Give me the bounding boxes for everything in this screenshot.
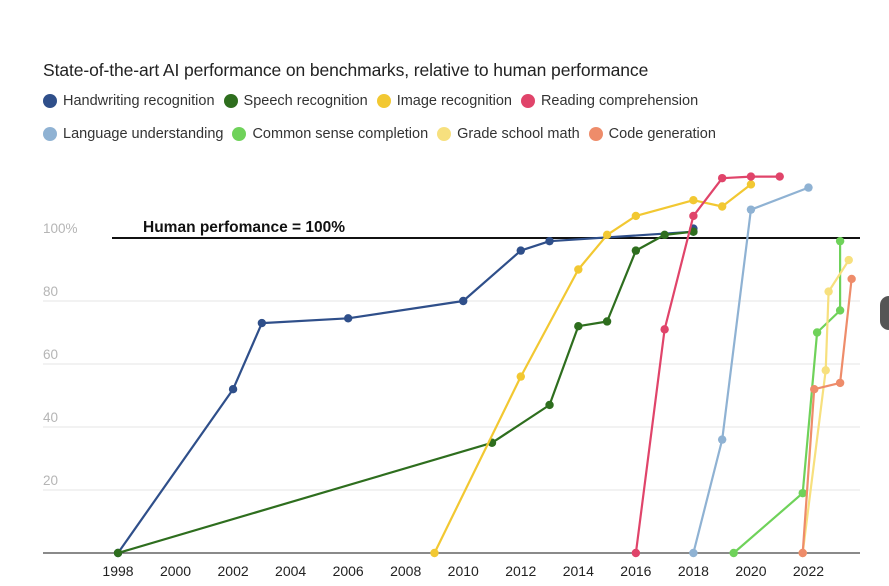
data-point bbox=[689, 227, 698, 236]
legend-label: Handwriting recognition bbox=[63, 93, 215, 109]
y-tick-label: 100% bbox=[43, 221, 78, 236]
legend-swatch bbox=[232, 127, 247, 141]
data-point bbox=[847, 274, 856, 284]
series-line-1 bbox=[117, 230, 694, 555]
data-point bbox=[689, 211, 698, 221]
legend-swatch bbox=[223, 94, 238, 108]
series-line-7 bbox=[801, 278, 853, 554]
data-point bbox=[631, 211, 641, 221]
data-point bbox=[746, 172, 756, 181]
data-point bbox=[689, 548, 698, 558]
data-point bbox=[812, 328, 822, 337]
x-tick-label: 2018 bbox=[678, 563, 709, 579]
y-tick-label: 60 bbox=[43, 347, 58, 362]
legend-label: Common sense completion bbox=[252, 126, 429, 142]
legend-item-reading[interactable]: Reading comprehension bbox=[520, 93, 699, 109]
y-tick-label: 20 bbox=[43, 473, 58, 488]
x-tick-label: 2002 bbox=[218, 563, 249, 579]
data-point bbox=[746, 180, 756, 189]
legend-label: Grade school math bbox=[457, 126, 580, 142]
legend-swatch bbox=[43, 94, 57, 108]
data-point bbox=[343, 314, 353, 323]
data-point bbox=[804, 183, 813, 192]
legend-swatch bbox=[437, 127, 452, 141]
data-point bbox=[798, 548, 807, 558]
data-point bbox=[516, 246, 525, 255]
x-tick-label: 2008 bbox=[390, 563, 421, 579]
legend-row-2: Language understanding Common sense comp… bbox=[43, 126, 725, 142]
data-point bbox=[835, 378, 845, 388]
data-point bbox=[821, 366, 830, 375]
data-point bbox=[775, 172, 784, 181]
legend-swatch bbox=[43, 127, 57, 141]
data-point bbox=[631, 246, 641, 255]
data-point bbox=[257, 318, 267, 328]
legend-label: Reading comprehension bbox=[540, 93, 699, 109]
data-point bbox=[717, 173, 727, 183]
x-tick-label: 2004 bbox=[275, 563, 306, 579]
data-point bbox=[430, 548, 439, 558]
legend-label: Image recognition bbox=[396, 93, 512, 109]
data-point bbox=[835, 306, 845, 315]
data-point bbox=[228, 385, 238, 394]
legend-row-1: Handwriting recognition Speech recogniti… bbox=[43, 93, 707, 109]
human-performance-label: Human perfomance = 100% bbox=[143, 219, 345, 236]
series-line-5 bbox=[732, 241, 842, 554]
data-point bbox=[835, 236, 845, 246]
x-tick-label: 2022 bbox=[793, 563, 824, 579]
data-point bbox=[798, 488, 807, 498]
series-line-3 bbox=[634, 175, 780, 554]
legend-swatch bbox=[376, 94, 391, 108]
scroll-handle[interactable] bbox=[880, 296, 889, 330]
series-line-4 bbox=[692, 186, 809, 554]
series-line-2 bbox=[433, 183, 752, 554]
data-point bbox=[746, 205, 756, 214]
data-point bbox=[631, 548, 641, 558]
legend-swatch bbox=[520, 94, 535, 108]
data-point bbox=[717, 202, 727, 211]
data-point bbox=[729, 548, 738, 558]
data-point bbox=[844, 255, 853, 265]
y-tick-label: 40 bbox=[43, 410, 58, 425]
data-point bbox=[717, 435, 727, 444]
x-tick-label: 2010 bbox=[448, 563, 479, 579]
data-point bbox=[602, 230, 612, 240]
data-point bbox=[810, 385, 819, 394]
legend-label: Code generation bbox=[608, 126, 716, 142]
data-point bbox=[574, 322, 583, 331]
legend-item-speech[interactable]: Speech recognition bbox=[223, 93, 368, 109]
data-point bbox=[545, 236, 554, 246]
legend-item-code[interactable]: Code generation bbox=[588, 126, 716, 142]
x-tick-label: 2000 bbox=[160, 563, 191, 579]
x-tick-label: 2016 bbox=[620, 563, 651, 579]
x-tick-label: 2014 bbox=[563, 563, 594, 579]
x-tick-label: 2006 bbox=[333, 563, 364, 579]
series-line-0 bbox=[117, 228, 695, 554]
data-point bbox=[824, 287, 833, 296]
legend-item-handwriting[interactable]: Handwriting recognition bbox=[43, 93, 215, 109]
data-point bbox=[459, 296, 468, 306]
legend-label: Speech recognition bbox=[243, 93, 368, 109]
data-point bbox=[574, 265, 583, 274]
legend-item-image[interactable]: Image recognition bbox=[376, 93, 512, 109]
data-point bbox=[660, 325, 669, 334]
data-point bbox=[545, 400, 554, 410]
data-point bbox=[602, 317, 612, 326]
x-tick-label: 2020 bbox=[735, 563, 766, 579]
y-tick-label: 80 bbox=[43, 284, 58, 299]
legend-item-math[interactable]: Grade school math bbox=[437, 126, 580, 142]
data-point bbox=[689, 196, 698, 205]
data-point bbox=[113, 548, 123, 558]
x-tick-label: 2012 bbox=[505, 563, 536, 579]
x-tick-label: 1998 bbox=[102, 563, 133, 579]
data-point bbox=[516, 372, 525, 381]
legend-item-commonsense[interactable]: Common sense completion bbox=[232, 126, 428, 142]
chart-title: State-of-the-art AI performance on bench… bbox=[43, 60, 649, 80]
legend-swatch bbox=[588, 127, 603, 141]
legend-label: Language understanding bbox=[63, 126, 224, 142]
legend-item-language[interactable]: Language understanding bbox=[43, 126, 223, 142]
series-line-6 bbox=[801, 259, 850, 554]
data-point bbox=[660, 230, 669, 240]
